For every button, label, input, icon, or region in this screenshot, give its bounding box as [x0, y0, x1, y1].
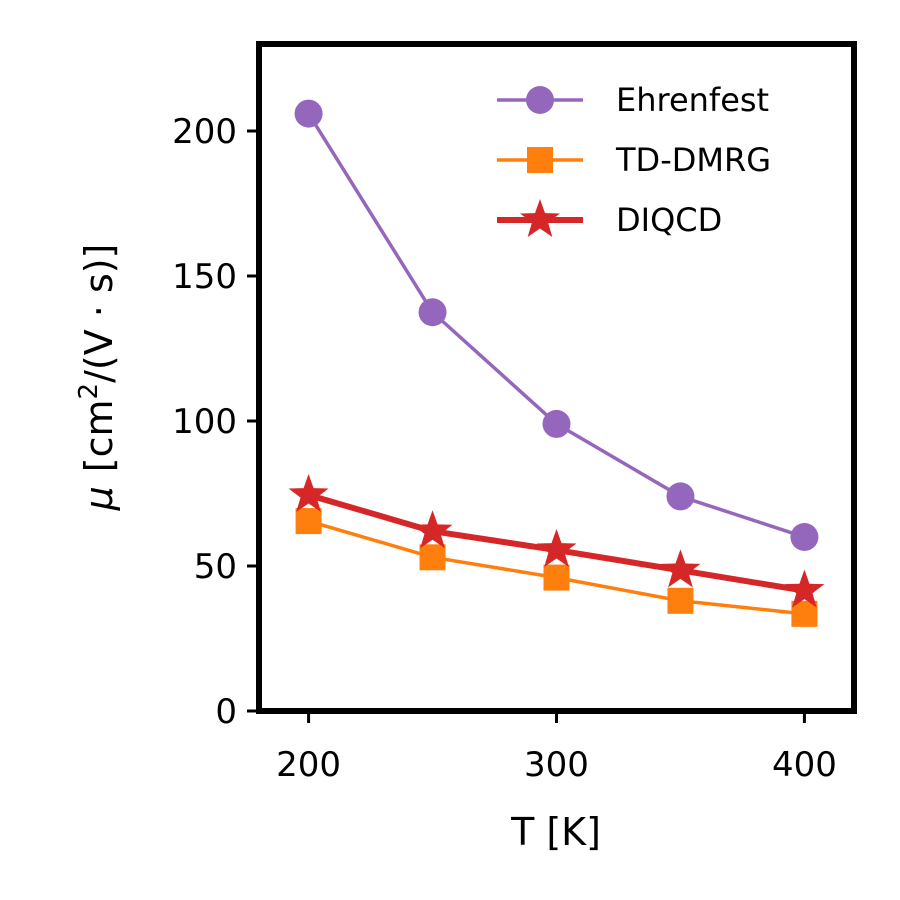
data-point-diqcd — [536, 529, 577, 568]
x-tick-label: 200 — [276, 745, 341, 785]
data-point-diqcd — [660, 549, 701, 588]
data-point-diqcd — [288, 473, 329, 512]
legend-item-diqcd: DIQCD — [497, 199, 722, 239]
y-tick-label: 100 — [172, 402, 237, 442]
x-tick-label: 400 — [772, 745, 837, 785]
data-point-td-dmrg — [667, 587, 694, 614]
data-point-diqcd — [412, 510, 453, 549]
data-point-diqcd — [784, 569, 825, 608]
series-ehrenfest — [294, 99, 819, 551]
series-td-dmrg — [295, 508, 818, 627]
series-diqcd — [288, 473, 825, 608]
data-point-td-dmrg — [791, 600, 818, 627]
x-axis-ticks: 200 300 400 — [276, 711, 837, 785]
y-axis-label: μ [cm2/(V · s)] — [74, 244, 121, 512]
y-axis-label-prefix: [cm — [77, 399, 121, 472]
y-tick-label: 150 — [172, 257, 237, 297]
data-point-ehrenfest — [666, 482, 695, 511]
y-axis-label-suffix: /(V · s)] — [77, 244, 121, 383]
data-point-ehrenfest — [418, 298, 447, 327]
legend-label-ehrenfest: Ehrenfest — [616, 81, 769, 119]
data-point-ehrenfest — [294, 99, 323, 128]
legend-label-td-dmrg: TD-DMRG — [615, 141, 771, 179]
data-point-td-dmrg — [543, 564, 570, 591]
y-tick-label: 200 — [172, 112, 237, 152]
y-axis-label-mu: μ — [77, 486, 121, 511]
legend-label-diqcd: DIQCD — [616, 201, 722, 239]
y-tick-label: 0 — [215, 692, 237, 732]
plot-frame — [256, 41, 857, 714]
y-axis-ticks: 0 50 100 150 200 — [172, 112, 259, 732]
legend-marker-td-dmrg — [527, 147, 553, 173]
series-layer — [288, 99, 825, 627]
legend: Ehrenfest TD-DMRG DIQCD — [497, 81, 771, 239]
x-tick-label: 300 — [524, 745, 589, 785]
legend-marker-diqcd — [520, 199, 560, 237]
data-point-td-dmrg — [419, 544, 446, 571]
legend-marker-ehrenfest — [526, 86, 554, 114]
legend-item-ehrenfest: Ehrenfest — [497, 81, 769, 119]
y-axis-label-sup: 2 — [74, 383, 104, 400]
data-point-ehrenfest — [542, 409, 571, 438]
data-point-td-dmrg — [295, 508, 322, 535]
legend-item-td-dmrg: TD-DMRG — [497, 141, 771, 179]
y-tick-label: 50 — [194, 547, 237, 587]
x-axis-label: T [K] — [510, 810, 601, 854]
data-point-ehrenfest — [790, 523, 819, 551]
